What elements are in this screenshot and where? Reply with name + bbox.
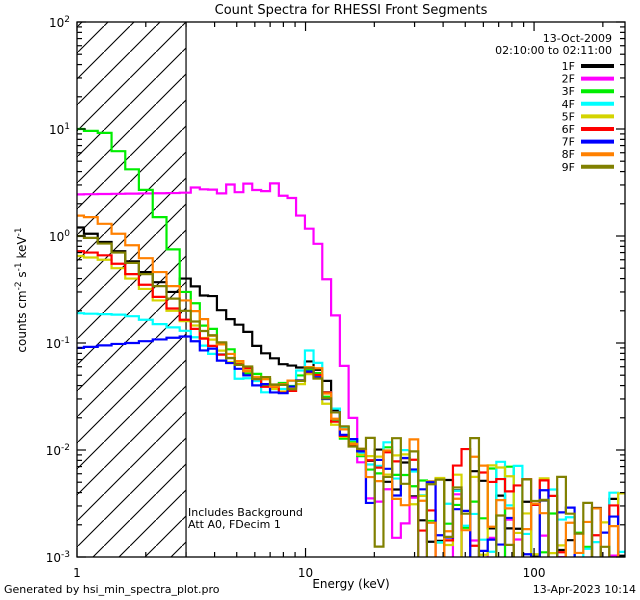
legend-label-9f: 9F bbox=[562, 161, 575, 174]
series-line-8f bbox=[77, 214, 620, 557]
svg-text:10-3: 10-3 bbox=[46, 550, 70, 565]
svg-text:counts cm-2 s-1 keV-1: counts cm-2 s-1 keV-1 bbox=[14, 227, 29, 352]
legend-item-7f: 7F bbox=[562, 136, 614, 149]
legend-item-5f: 5F bbox=[562, 110, 614, 123]
legend-item-6f: 6F bbox=[562, 123, 614, 136]
svg-text:10: 10 bbox=[298, 566, 313, 580]
axes-group: 1 10 100 10-3 10-2 10-1 100 101 102 bbox=[46, 15, 626, 580]
legend-item-2f: 2F bbox=[562, 73, 614, 86]
legend-label-3f: 3F bbox=[562, 85, 575, 98]
plot-frame bbox=[76, 21, 626, 558]
svg-text:102: 102 bbox=[49, 15, 70, 30]
svg-text:101: 101 bbox=[49, 122, 70, 137]
legend-label-6f: 6F bbox=[562, 123, 575, 136]
svg-text:10-2: 10-2 bbox=[46, 443, 70, 458]
hatched-exclusion-region bbox=[77, 22, 187, 557]
legend-label-8f: 8F bbox=[562, 148, 575, 161]
series-group bbox=[77, 127, 625, 557]
svg-text:100: 100 bbox=[49, 229, 70, 244]
legend-label-1f: 1F bbox=[562, 60, 575, 73]
svg-text:1: 1 bbox=[73, 566, 81, 580]
footer-timestamp: 13-Apr-2023 10:14 bbox=[533, 583, 636, 596]
y-axis-label-text: counts cm bbox=[15, 290, 29, 352]
legend-item-3f: 3F bbox=[562, 85, 614, 98]
x-axis-label: Energy (keV) bbox=[312, 577, 389, 591]
svg-text:10-1: 10-1 bbox=[46, 336, 70, 351]
legend-label-4f: 4F bbox=[562, 98, 575, 111]
page-title: Count Spectra for RHESSI Front Segments bbox=[215, 3, 488, 18]
legend-item-8f: 8F bbox=[562, 148, 614, 161]
series-line-3f bbox=[77, 127, 594, 557]
note-attenuator-state: Att A0, FDecim 1 bbox=[188, 518, 281, 531]
footer-generated-by: Generated by hsi_min_spectra_plot.pro bbox=[4, 583, 220, 596]
note-includes-background: Includes Background bbox=[188, 506, 303, 519]
legend-label-2f: 2F bbox=[562, 73, 575, 86]
observation-time-range: 02:10:00 to 02:11:00 bbox=[495, 44, 612, 57]
legend-label-7f: 7F bbox=[562, 136, 575, 149]
y-axis-label: counts cm-2 s-1 keV-1 bbox=[14, 227, 29, 352]
observation-date: 13-Oct-2009 bbox=[543, 32, 612, 45]
series-line-9f bbox=[77, 234, 611, 557]
legend-item-1f: 1F bbox=[562, 60, 614, 73]
legend-item-4f: 4F bbox=[562, 98, 614, 111]
legend-item-9f: 9F bbox=[562, 161, 614, 174]
legend-label-5f: 5F bbox=[562, 110, 575, 123]
series-line-7f bbox=[77, 335, 620, 557]
svg-text:100: 100 bbox=[523, 566, 546, 580]
